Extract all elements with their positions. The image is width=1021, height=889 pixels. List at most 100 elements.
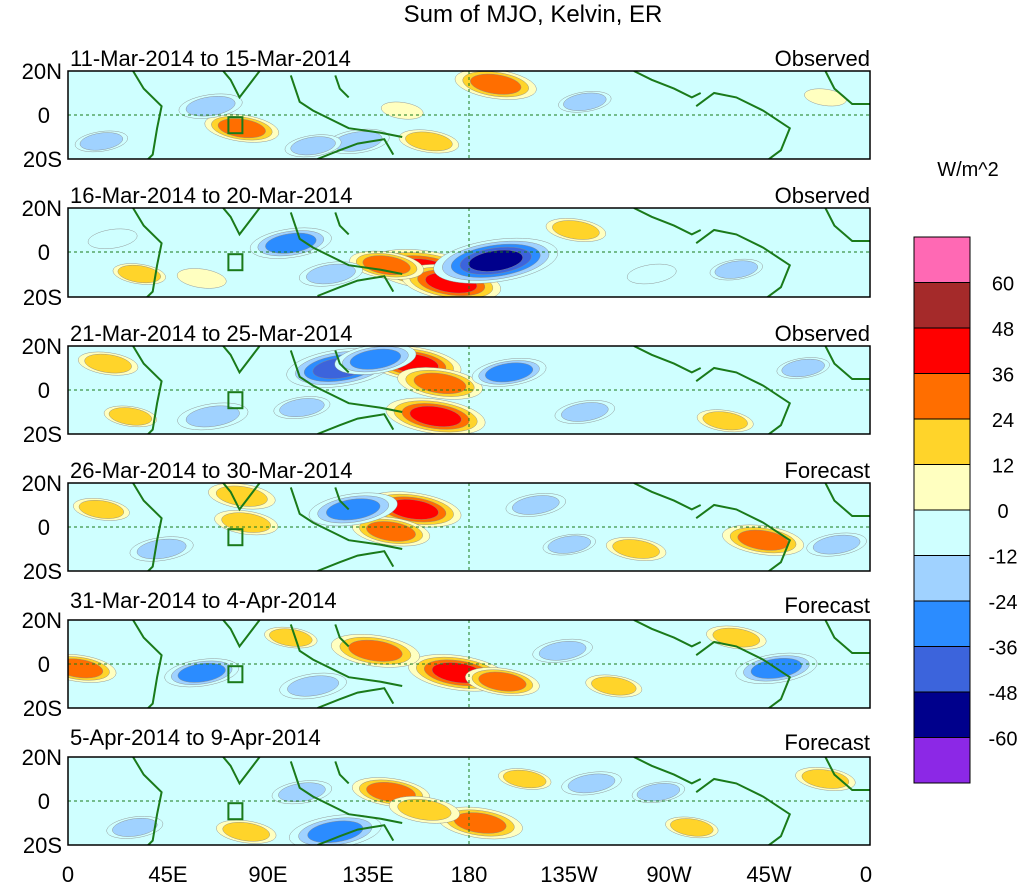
colorbar-swatch — [913, 691, 971, 738]
colorbar-swatch — [913, 418, 971, 465]
panel-period: 11-Mar-2014 to 15-Mar-2014 — [70, 46, 351, 71]
colorbar-tick-label: 48 — [992, 319, 1014, 341]
colorbar-tick-label: -48 — [989, 683, 1018, 705]
panel-frame — [67, 756, 871, 846]
anomaly-contour — [279, 398, 325, 417]
coastline — [695, 366, 792, 434]
anomaly-contour — [781, 358, 825, 378]
anomaly-contour — [290, 136, 336, 156]
panel-field — [87, 208, 870, 297]
y-tick-label: 20S — [23, 285, 62, 310]
y-tick-label: 20N — [22, 196, 62, 221]
anomaly-contour — [84, 353, 132, 374]
y-tick-label: 20S — [23, 833, 62, 858]
y-tick-label: 0 — [38, 652, 50, 677]
anomaly-contour — [185, 405, 240, 428]
anomaly-contour — [470, 73, 522, 95]
panel-period: 26-Mar-2014 to 30-Mar-2014 — [70, 458, 352, 483]
colorbar-tick-label: 12 — [992, 456, 1014, 478]
coastline — [131, 71, 163, 159]
coastline — [824, 483, 870, 517]
panel-5: 31-Mar-2014 to 4-Apr-2014 Forecast 20N 0… — [22, 588, 871, 721]
anomaly-contour — [478, 671, 527, 692]
coastline — [695, 640, 792, 708]
y-tick-label: 0 — [38, 789, 50, 814]
panel-status: Observed — [775, 46, 870, 71]
region-box — [227, 528, 244, 547]
colorbar-swatch — [913, 236, 971, 283]
panel-field — [74, 71, 870, 159]
colorbar-swatch — [913, 327, 971, 374]
colorbar-swatch — [913, 282, 971, 329]
x-tick-label: 45E — [148, 862, 187, 887]
colorbar-tick-label: -60 — [989, 729, 1018, 751]
panel-status: Observed — [775, 321, 870, 346]
coastline — [695, 228, 792, 297]
y-tick-label: 0 — [38, 240, 50, 265]
coastline — [131, 346, 163, 434]
panel-field — [68, 620, 870, 708]
anomaly-contour — [636, 783, 681, 802]
x-tick-label: 90W — [646, 862, 691, 887]
x-tick-label: 0 — [62, 862, 74, 887]
x-tick-label: 90E — [248, 862, 287, 887]
y-tick-label: 20N — [22, 745, 62, 770]
region-box — [227, 253, 244, 272]
coastline — [221, 71, 261, 100]
panel-6: 5-Apr-2014 to 9-Apr-2014 Forecast 20N 0 … — [22, 725, 871, 858]
coastline — [695, 91, 792, 159]
panel-field — [77, 346, 870, 434]
y-tick-label: 20N — [22, 608, 62, 633]
anomaly-contour — [68, 658, 104, 679]
coastline — [824, 346, 870, 380]
panel-period: 31-Mar-2014 to 4-Apr-2014 — [70, 588, 337, 613]
x-tick-label: 0 — [860, 862, 872, 887]
anomaly-contour — [812, 534, 861, 555]
anomaly-contour — [136, 538, 187, 560]
colorbar-tick-label: -24 — [989, 592, 1018, 614]
panel-frame — [67, 619, 871, 709]
y-tick-label: 20S — [23, 559, 62, 584]
anomaly-contour — [612, 539, 660, 559]
panel-period: 16-Mar-2014 to 20-Mar-2014 — [70, 183, 352, 208]
x-tick-label: 135E — [342, 862, 393, 887]
coastline — [221, 346, 261, 375]
coastline — [633, 71, 702, 99]
coastline — [289, 487, 403, 550]
colorbar-swatch — [913, 646, 971, 693]
panel-status: Forecast — [784, 730, 870, 755]
anomaly-contour — [221, 512, 271, 533]
panel-status: Forecast — [784, 593, 870, 618]
panel-4: 26-Mar-2014 to 30-Mar-2014 Forecast 20N … — [22, 458, 871, 584]
coastline — [334, 350, 350, 374]
anomaly-contour — [547, 535, 591, 554]
region-box — [227, 802, 244, 821]
anomaly-contour — [397, 799, 452, 821]
y-tick-label: 20N — [22, 471, 62, 496]
coastline — [334, 75, 350, 99]
coastline — [824, 757, 870, 791]
coastline — [317, 687, 395, 708]
anomaly-contour — [222, 822, 270, 842]
anomaly-contour — [485, 362, 534, 383]
y-tick-label: 20S — [23, 147, 62, 172]
y-tick-label: 20S — [23, 422, 62, 447]
anomaly-contour — [265, 232, 317, 254]
anomaly-contour — [804, 88, 847, 107]
anomaly-contour — [413, 372, 467, 394]
x-axis: 0 45E 90E 135E 180 135W 90W 45W 0 — [62, 862, 872, 887]
anomaly-contour — [362, 255, 411, 276]
anomaly-contour — [349, 348, 401, 370]
colorbar-tick-label: 24 — [992, 410, 1014, 432]
colorbar-swatch — [913, 509, 971, 556]
y-tick-label: 20N — [22, 334, 62, 359]
y-tick-label: 0 — [38, 103, 50, 128]
chart-title: Sum of MJO, Kelvin, ER — [404, 1, 663, 28]
coastline — [633, 620, 702, 648]
colorbar: 60 48 36 24 12 0 -12 -24 -36 -48 -60 — [913, 236, 1018, 784]
coastline — [824, 71, 870, 105]
panel-frame — [67, 345, 871, 435]
colorbar-tick-label: 60 — [992, 274, 1014, 296]
region-box — [227, 116, 244, 135]
